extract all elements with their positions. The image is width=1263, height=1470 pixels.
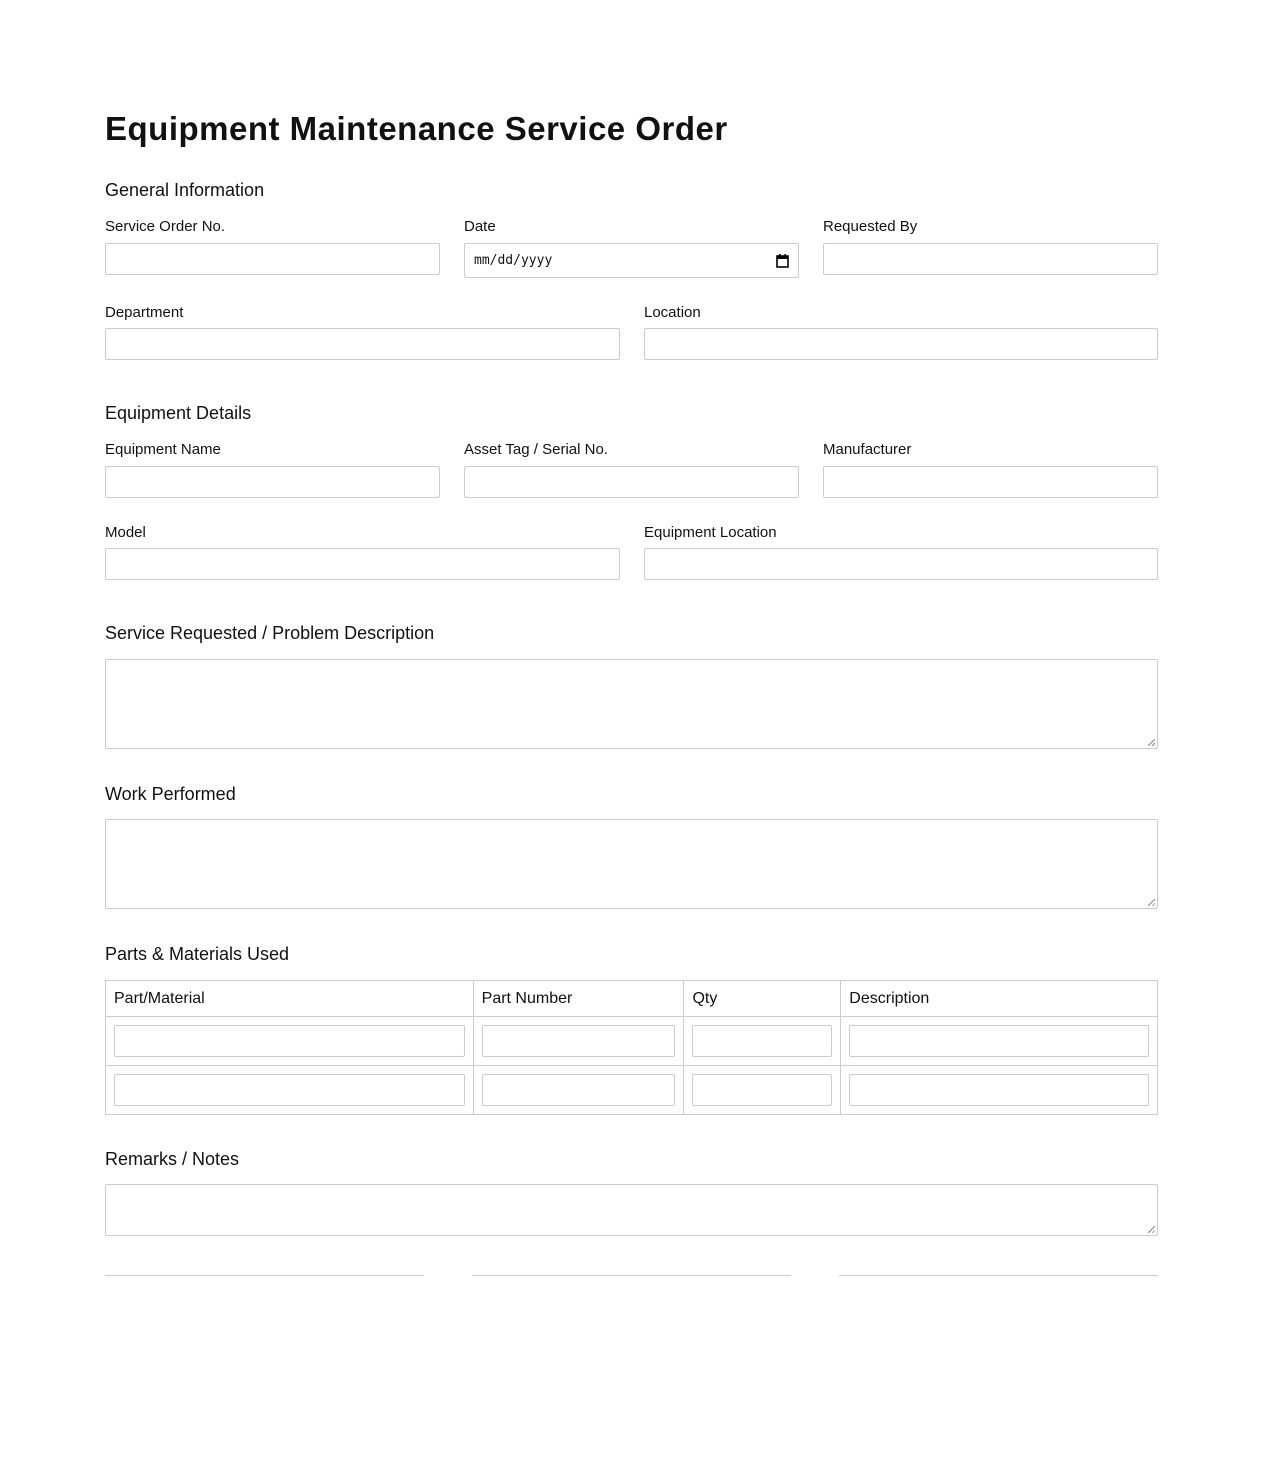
department-input[interactable] xyxy=(105,328,620,360)
qty-input[interactable] xyxy=(692,1074,833,1106)
table-header-row: Part/Material Part Number Qty Descriptio… xyxy=(105,980,1158,1017)
remarks-textarea[interactable] xyxy=(105,1184,1158,1236)
date-label: Date xyxy=(464,218,496,235)
department-label: Department xyxy=(105,304,184,321)
section-equipment-details: Equipment Details xyxy=(105,403,252,423)
part-number-input[interactable] xyxy=(481,1074,676,1106)
asset-tag-input[interactable] xyxy=(464,466,799,498)
column-header-qty: Qty xyxy=(683,980,842,1017)
section-work-performed: Work Performed xyxy=(105,784,236,804)
equipment-name-input[interactable] xyxy=(105,466,440,498)
equipment-name-label: Equipment Name xyxy=(105,441,221,458)
description-input[interactable] xyxy=(849,1074,1149,1106)
resize-handle-icon[interactable] xyxy=(1148,739,1155,746)
model-input[interactable] xyxy=(105,548,620,580)
manufacturer-label: Manufacturer xyxy=(823,441,912,458)
part-number-input[interactable] xyxy=(481,1025,676,1057)
service-order-input[interactable] xyxy=(105,243,440,275)
part-material-input[interactable] xyxy=(114,1074,465,1106)
asset-tag-label: Asset Tag / Serial No. xyxy=(464,441,608,458)
work-performed-textarea[interactable] xyxy=(105,819,1158,909)
signature-line xyxy=(472,1275,791,1276)
section-general-information: General Information xyxy=(105,180,265,200)
requested-by-label: Requested By xyxy=(823,218,918,235)
qty-input[interactable] xyxy=(692,1025,833,1057)
service-requested-textarea[interactable] xyxy=(105,659,1158,749)
manufacturer-input[interactable] xyxy=(823,466,1158,498)
section-remarks: Remarks / Notes xyxy=(105,1149,240,1169)
equipment-location-label: Equipment Location xyxy=(644,524,777,541)
service-order-label: Service Order No. xyxy=(105,218,226,235)
location-input[interactable] xyxy=(644,328,1158,360)
description-input[interactable] xyxy=(849,1025,1149,1057)
section-parts-materials: Parts & Materials Used xyxy=(105,944,290,964)
column-header-description: Description xyxy=(840,980,1158,1017)
equipment-location-input[interactable] xyxy=(644,548,1158,580)
table-row xyxy=(105,1065,1158,1115)
location-label: Location xyxy=(644,304,701,321)
part-material-input[interactable] xyxy=(114,1025,465,1057)
column-header-part-number: Part Number xyxy=(472,980,685,1017)
signature-line xyxy=(105,1275,424,1276)
resize-handle-icon[interactable] xyxy=(1148,899,1155,906)
date-placeholder: mm/dd/yyyy xyxy=(474,253,553,268)
page-title: Equipment Maintenance Service Order xyxy=(105,110,728,147)
column-header-part-material: Part/Material xyxy=(105,980,474,1017)
section-service-requested: Service Requested / Problem Description xyxy=(105,623,435,643)
date-input[interactable]: mm/dd/yyyy xyxy=(464,243,799,278)
parts-table: Part/Material Part Number Qty Descriptio… xyxy=(105,980,1158,1115)
table-row xyxy=(105,1016,1158,1066)
resize-handle-icon[interactable] xyxy=(1148,1226,1155,1233)
requested-by-input[interactable] xyxy=(823,243,1158,275)
signature-line xyxy=(839,1275,1158,1276)
model-label: Model xyxy=(105,524,146,541)
calendar-icon[interactable] xyxy=(776,253,789,268)
